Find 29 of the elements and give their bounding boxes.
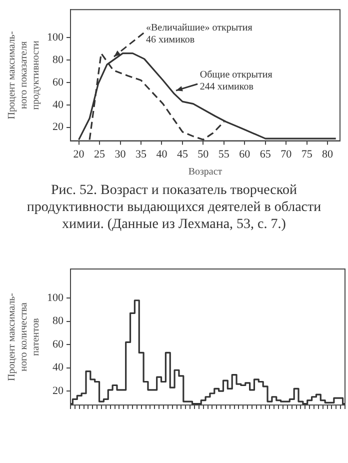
y-tick-label: 60 (52, 76, 64, 88)
x-axis-title: Возраст (188, 166, 223, 178)
y-tick-label: 100 (47, 292, 64, 304)
y-tick-label: 60 (52, 338, 64, 350)
x-tick-label: 35 (135, 148, 147, 160)
x-tick-label: 25 (94, 148, 106, 160)
text: «Величайшие» открытия 46 химиков (146, 22, 253, 46)
x-tick-label: 80 (322, 148, 334, 160)
y-tick-label: 40 (52, 98, 64, 111)
legend-label: Общие открытия 244 химиков (200, 70, 273, 93)
x-tick-label: 75 (301, 148, 313, 160)
x-tick-label: 60 (239, 148, 251, 160)
x-tick-label: 45 (176, 148, 188, 160)
x-tick-label: 55 (218, 148, 230, 160)
y-axis-title: Процент максималь- ного показателя продуктивности (6, 31, 42, 120)
y-tick-label: 20 (52, 384, 64, 397)
y-tick-label: 80 (52, 54, 64, 66)
text: Рис. 52. Возраст и показатель творческой продуктивности выдающихся деятелей в области химии. (Данные из Лехмана, 53, с. 7.) (26, 182, 322, 233)
x-tick-label: 50 (198, 148, 210, 160)
y-tick-label: 20 (52, 121, 64, 134)
x-tick-label: 20 (73, 148, 85, 160)
x-tick-label: 65 (260, 148, 272, 160)
x-tick-label: 30 (114, 148, 126, 160)
y-axis-title: Процент максималь- ного количества патентов (6, 293, 42, 381)
y-tick-label: 80 (52, 315, 64, 328)
y-tick-label: 100 (47, 32, 64, 44)
x-tick-label: 70 (280, 148, 292, 160)
x-tick-label: 40 (156, 148, 168, 160)
y-tick-label: 40 (52, 362, 64, 374)
